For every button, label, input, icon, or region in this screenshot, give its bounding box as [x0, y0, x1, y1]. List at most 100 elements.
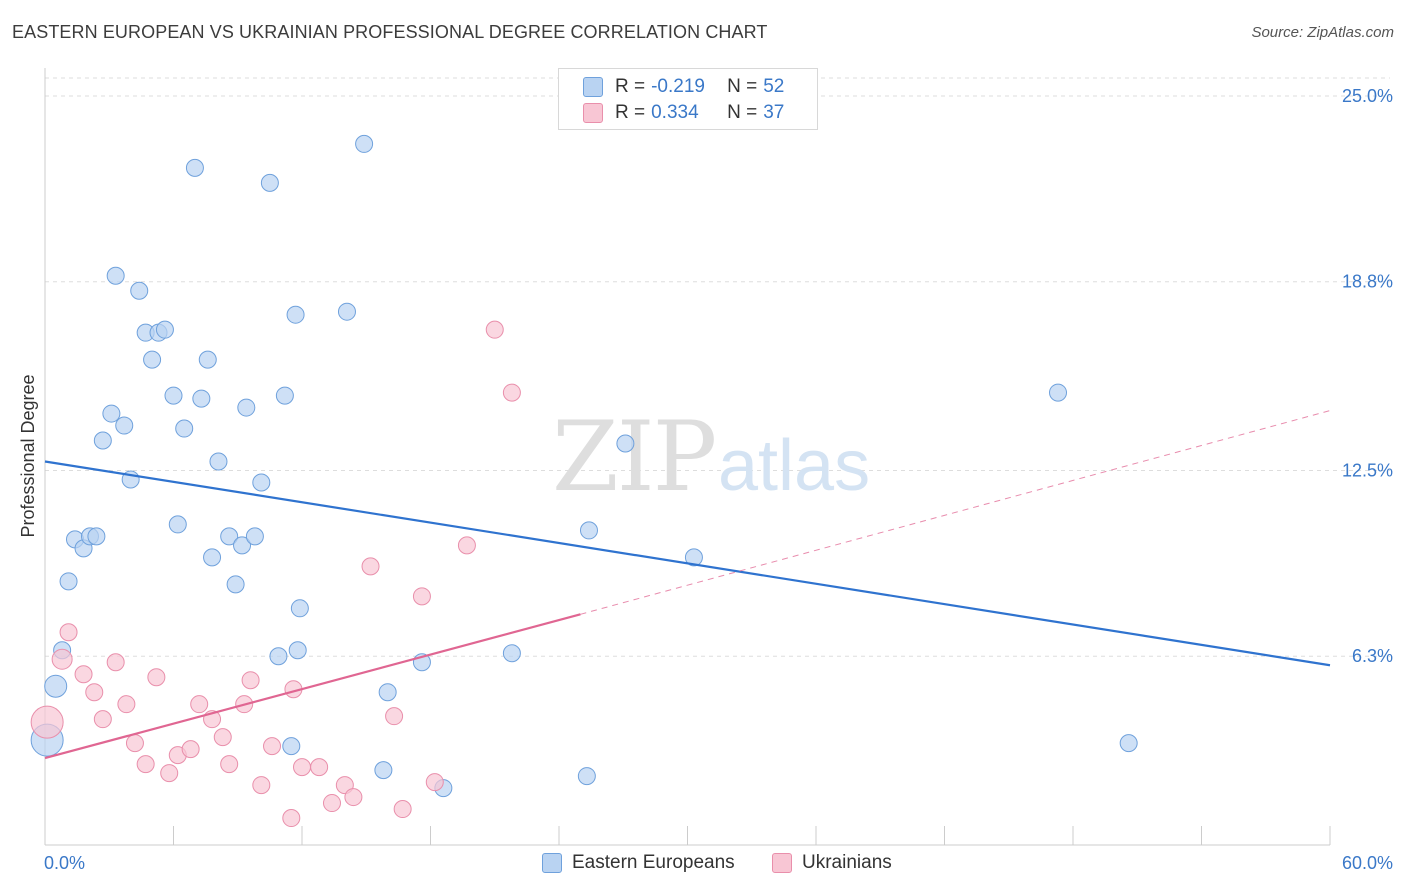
data-point — [44, 674, 68, 698]
watermark-atlas: atlas — [718, 426, 870, 506]
data-point — [74, 665, 93, 684]
data-point — [378, 683, 397, 702]
data-point — [160, 764, 179, 783]
legend-r-label: R = — [615, 102, 646, 123]
data-point — [30, 705, 64, 739]
chart-title: EASTERN EUROPEAN VS UKRAINIAN PROFESSION… — [12, 22, 768, 42]
legend-item-ukrainians: Ukrainians — [772, 852, 892, 874]
data-point — [59, 623, 78, 642]
legend-r-value: -0.219 — [651, 76, 705, 97]
data-point — [577, 767, 596, 786]
data-point — [322, 794, 341, 813]
data-point — [290, 599, 309, 618]
data-point — [282, 737, 301, 756]
data-point — [85, 683, 104, 702]
data-point — [282, 809, 301, 828]
y-tick-label: 12.5% — [1342, 460, 1393, 480]
data-point — [125, 734, 144, 753]
legend-label: Ukrainians — [802, 852, 892, 873]
legend-swatch-pink — [583, 103, 603, 123]
data-point — [136, 755, 155, 774]
watermark: ZIP atlas — [552, 401, 870, 513]
series-legend: Eastern Europeans Ukrainians — [0, 852, 1406, 876]
data-point — [241, 671, 260, 690]
data-point — [59, 572, 78, 591]
legend-item-eastern-europeans: Eastern Europeans — [542, 852, 735, 874]
legend-r-label: R = — [615, 76, 646, 97]
data-point — [457, 536, 476, 555]
legend-n-label: N = — [727, 76, 758, 97]
legend-swatch-pink — [772, 853, 792, 873]
data-point — [168, 515, 187, 534]
trend-line-eastern-europeans — [44, 460, 1331, 667]
data-point — [130, 281, 149, 300]
data-point — [51, 648, 73, 670]
trend-line-ukrainians-extended — [580, 410, 1331, 615]
data-point — [275, 386, 294, 405]
data-point — [93, 710, 112, 729]
data-point — [198, 350, 217, 369]
legend-swatch-blue — [583, 77, 603, 97]
legend-n-value: 52 — [763, 76, 785, 97]
x-tick-label: 0.0% — [44, 853, 85, 873]
legend-row-ukrainians: R = 0.334 N = 37 — [583, 101, 784, 125]
data-point — [1049, 383, 1068, 402]
data-point — [106, 266, 125, 285]
tick-labels: 25.0% 18.8% 12.5% 6.3% 0.0% 60.0% — [44, 86, 1393, 873]
data-point — [293, 758, 311, 777]
data-point — [233, 536, 252, 555]
data-point — [164, 386, 183, 405]
grid-lines — [45, 77, 1390, 657]
data-point — [237, 398, 256, 417]
data-point — [374, 761, 393, 780]
data-point — [393, 800, 412, 819]
data-point — [412, 587, 431, 606]
data-point — [117, 695, 136, 714]
legend-r-value: 0.334 — [651, 102, 699, 123]
data-point — [485, 320, 504, 339]
y-tick-label: 18.8% — [1342, 272, 1393, 292]
data-point — [286, 305, 305, 324]
data-point — [684, 548, 703, 567]
data-point — [355, 134, 374, 153]
data-point — [616, 434, 635, 453]
data-point — [87, 527, 106, 546]
data-point — [252, 473, 271, 492]
data-point — [269, 647, 288, 666]
y-axis-label: Professional Degree — [18, 374, 38, 537]
data-point — [190, 695, 209, 714]
data-point — [425, 773, 444, 792]
source-credit: Source: ZipAtlas.com — [1251, 24, 1394, 41]
data-point — [502, 644, 521, 663]
data-point — [93, 431, 112, 450]
data-point — [106, 653, 125, 672]
data-point — [192, 389, 211, 408]
data-point — [143, 350, 162, 369]
data-point — [344, 788, 363, 807]
y-tick-label: 6.3% — [1352, 646, 1393, 666]
data-point — [502, 383, 521, 402]
trend-line-ukrainians — [44, 613, 581, 760]
data-point — [102, 404, 121, 423]
data-point — [220, 527, 239, 546]
data-point — [213, 728, 232, 747]
legend-row-eastern-europeans: R = -0.219 N = 52 — [583, 75, 784, 99]
data-point — [226, 575, 245, 594]
y-tick-label: 25.0% — [1342, 86, 1393, 106]
data-point — [175, 419, 194, 438]
data-point — [155, 320, 174, 339]
legend-label: Eastern Europeans — [572, 852, 735, 873]
data-point — [252, 776, 271, 795]
data-point — [310, 758, 329, 777]
data-point — [209, 452, 228, 471]
data-point — [245, 527, 264, 546]
data-point — [203, 548, 222, 567]
legend-n-label: N = — [727, 102, 758, 123]
data-point — [115, 416, 134, 435]
data-point — [288, 641, 307, 660]
legend-swatch-blue — [542, 853, 562, 873]
data-point — [181, 740, 200, 759]
x-tick-label: 60.0% — [1342, 853, 1393, 873]
data-point — [579, 521, 598, 540]
